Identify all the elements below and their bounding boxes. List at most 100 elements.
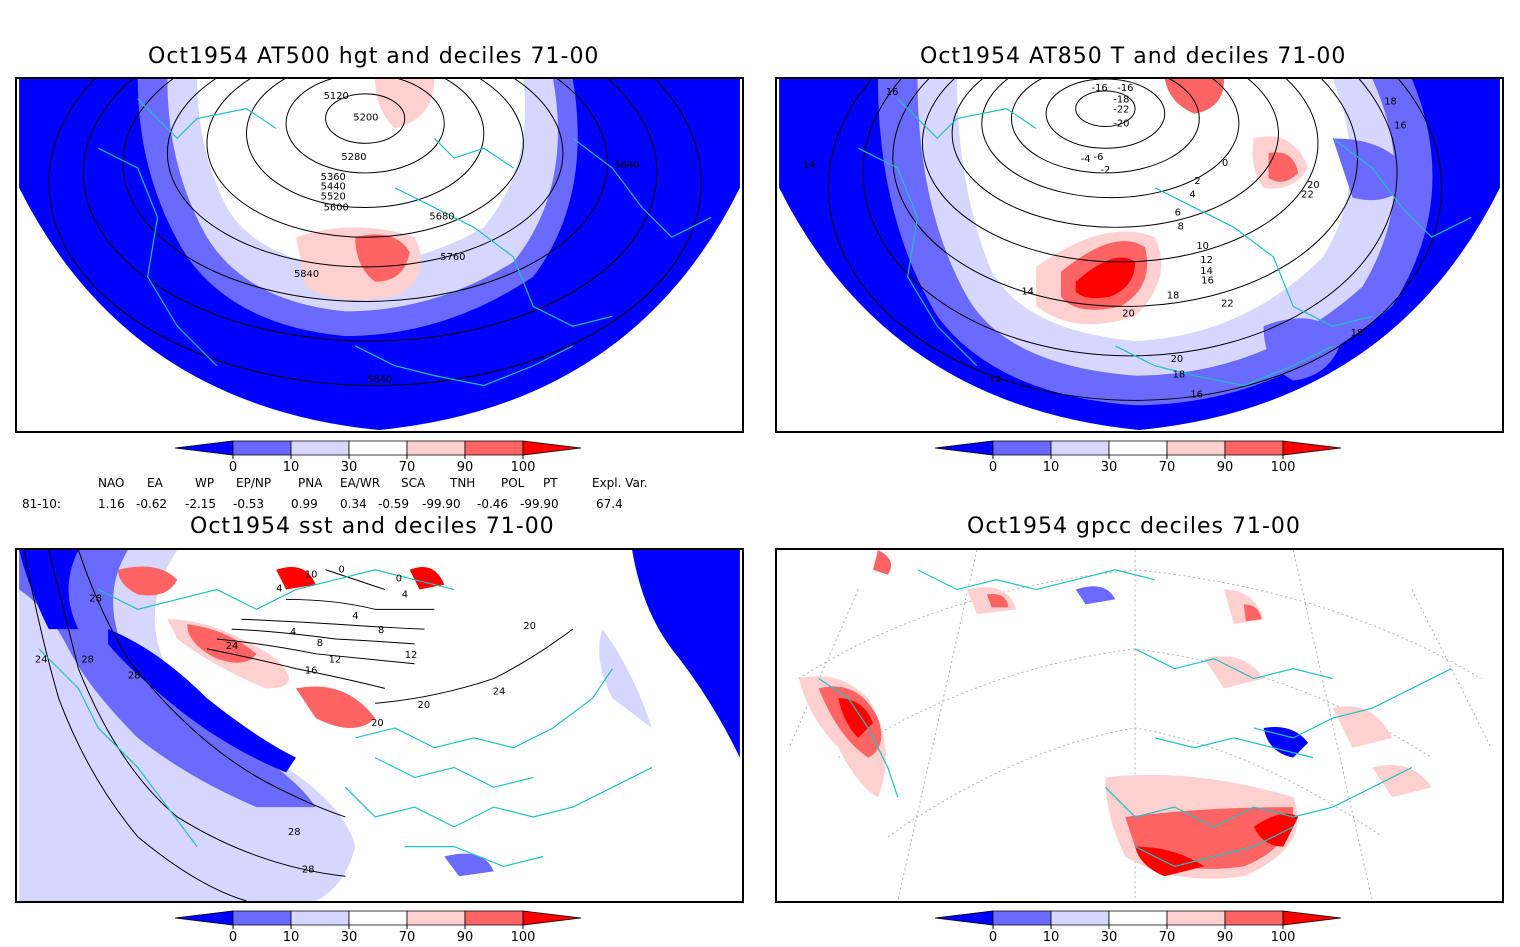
colorbar-swatch [522,440,582,456]
colorbar-swatch [290,910,350,926]
index-header-tnh: TNH [450,476,476,490]
svg-text:16: 16 [1201,276,1214,287]
colorbar-swatch [934,440,994,456]
svg-text:24: 24 [493,686,506,697]
index-value-sca: -0.59 [378,497,410,511]
svg-text:28: 28 [288,827,301,838]
svg-text:20: 20 [1307,180,1320,191]
svg-text:-16: -16 [1092,83,1108,94]
svg-text:-6: -6 [1094,152,1104,163]
colorbar-swatch [348,440,408,456]
svg-text:14: 14 [803,160,816,171]
svg-text:0: 0 [338,565,344,576]
map-sst: 28 24 28 28 24 10 0 4 0 4 4 8 4 8 12 16 … [19,550,740,901]
index-header-pt: PT [543,476,558,490]
index-value-nao: 1.16 [98,497,125,511]
colorbar-swatch [992,910,1052,926]
colorbar-swatch [934,910,994,926]
colorbar-tick-label: 30 [1101,930,1118,945]
colorbar-swatch [1108,910,1168,926]
svg-text:10: 10 [305,570,318,581]
colorbar-tick-label: 90 [1217,930,1234,945]
map-panel-t850: -16 -16 -18 -22 -20 -4 -6 -2 0 2 4 6 8 1… [775,77,1504,433]
colorbar-swatch [348,910,408,926]
svg-text:5680: 5680 [429,211,454,222]
index-value-epnp: -0.53 [233,497,265,511]
colorbar-swatch [1166,440,1226,456]
svg-text:4: 4 [402,589,408,600]
colorbar-tick-label: 70 [1159,930,1176,945]
svg-text:22: 22 [1301,190,1314,201]
svg-text:28: 28 [89,593,102,604]
colorbar-2: 0 10 30 70 90 100 [934,439,1355,477]
contour-labels-t850: -16 -16 -18 -22 -20 -4 -6 -2 0 2 4 6 8 1… [803,83,1407,401]
svg-text:16: 16 [1190,389,1203,400]
colorbar-tick-label: 0 [229,930,237,945]
colorbar-tick-label: 10 [1043,930,1060,945]
svg-text:18: 18 [1351,328,1364,339]
svg-text:16: 16 [886,87,899,98]
svg-text:5760: 5760 [440,252,465,263]
svg-text:16: 16 [1394,120,1407,131]
svg-text:0: 0 [396,574,402,585]
colorbar-1: 0 10 30 70 90 100 [174,439,595,477]
svg-text:4: 4 [290,627,296,638]
colorbar-tick-label: 70 [399,460,416,475]
svg-text:6: 6 [1175,207,1181,218]
svg-text:12: 12 [1200,255,1213,266]
svg-text:14: 14 [1200,266,1213,277]
colorbar-swatch [174,440,234,456]
colorbar-tick-label: 0 [229,460,237,475]
map-gpcc [788,550,1492,901]
colorbar-swatch [464,440,524,456]
coastlines [97,98,712,387]
svg-text:24: 24 [35,655,48,666]
svg-text:8: 8 [1178,221,1184,232]
map-panel-gpcc [775,548,1504,903]
colorbar-tick-label: 70 [399,930,416,945]
svg-text:28: 28 [128,671,141,682]
index-header-epnp: EP/NP [236,476,272,490]
svg-text:5200: 5200 [353,113,378,124]
index-value-pt: -99.90 [520,497,559,511]
svg-text:2: 2 [1194,176,1200,187]
colorbar-swatch [406,440,466,456]
colorbar-swatch [174,910,234,926]
map-panel-sst: 28 24 28 28 24 10 0 4 0 4 4 8 4 8 12 16 … [15,548,744,903]
colorbar-swatch [464,910,524,926]
svg-text:28: 28 [302,864,315,875]
svg-text:-18: -18 [1113,95,1129,106]
svg-text:14: 14 [989,375,1002,386]
svg-text:24: 24 [226,641,239,652]
svg-text:5840: 5840 [367,375,392,386]
svg-text:-22: -22 [1113,105,1129,116]
colorbar-swatch [1108,440,1168,456]
colorbar-swatch [992,440,1052,456]
panel-title-sst: Oct1954 sst and deciles 71-00 [190,514,555,539]
svg-text:12: 12 [405,650,418,661]
index-value-eawr: 0.34 [340,497,367,511]
index-header-sca: SCA [401,476,426,490]
index-value-wp: -2.15 [185,497,217,511]
colorbar-swatch [406,910,466,926]
colorbar-tick-label: 30 [341,930,358,945]
colorbar-swatch [1224,440,1284,456]
svg-text:20: 20 [523,621,536,632]
map-panel-hgt: 5120 5200 5280 5360 5440 5520 5600 5680 … [15,77,744,433]
colorbar-swatch [1282,910,1342,926]
svg-text:-2: -2 [1100,165,1110,176]
svg-text:5120: 5120 [324,91,349,102]
map-hgt: 5120 5200 5280 5360 5440 5520 5600 5680 … [19,79,740,431]
svg-text:28: 28 [81,655,94,666]
svg-text:20: 20 [371,718,384,729]
svg-text:20: 20 [1171,354,1184,365]
svg-text:-4: -4 [1081,154,1091,165]
colorbar-tick-label: 10 [283,460,300,475]
colorbar-swatch [1050,440,1110,456]
contour-labels-hgt: 5120 5200 5280 5360 5440 5520 5600 5680 … [294,91,640,386]
map-t850: -16 -16 -18 -22 -20 -4 -6 -2 0 2 4 6 8 1… [779,79,1500,431]
index-header-pna: PNA [298,476,323,490]
index-value-explvar: 67.4 [596,497,623,511]
colorbar-tick-label: 30 [341,460,358,475]
colorbar-tick-label: 100 [511,930,536,945]
